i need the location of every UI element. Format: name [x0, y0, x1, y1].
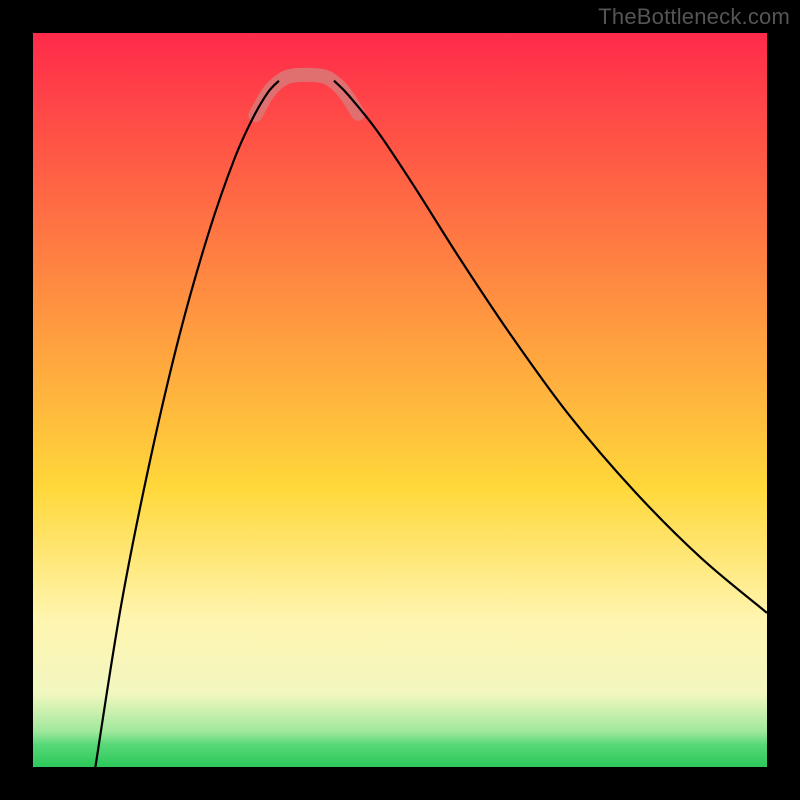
curve-left	[95, 81, 279, 767]
plot-area	[33, 33, 767, 767]
watermark-text: TheBottleneck.com	[598, 4, 790, 30]
curve-right	[334, 81, 767, 613]
minimum-highlight-stroke	[255, 75, 358, 115]
chart-frame: TheBottleneck.com	[0, 0, 800, 800]
bottleneck-curve-svg	[33, 33, 767, 767]
